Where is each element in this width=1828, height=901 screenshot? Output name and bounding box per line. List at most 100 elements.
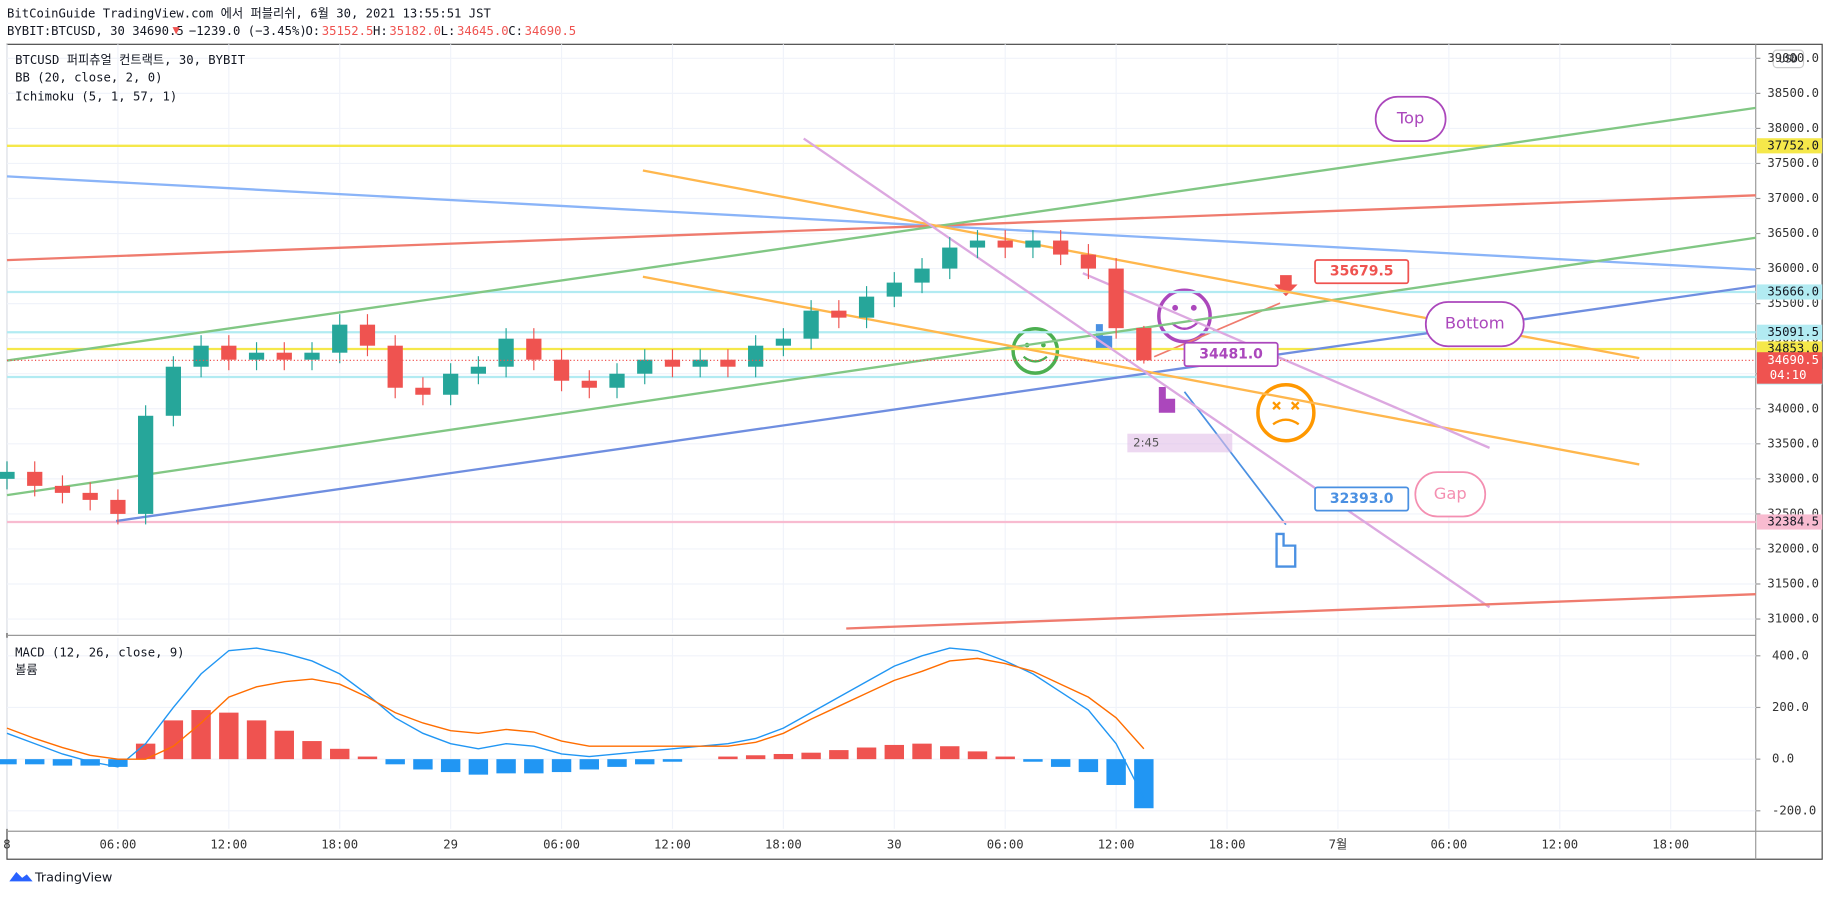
candle-body	[138, 415, 154, 514]
price-level-box	[1756, 284, 1823, 300]
callout-bubble	[1374, 95, 1447, 142]
currency[interactable]: USD	[1779, 53, 1798, 65]
macd-bar	[940, 746, 960, 760]
x-tick-label: 12:00	[1541, 838, 1578, 852]
x-tick-label: 06:00	[987, 838, 1024, 852]
price-level-label: 35091.5	[1767, 325, 1819, 339]
price-level-label: 35666.0	[1767, 285, 1819, 299]
candle-body	[387, 345, 403, 388]
macd-bar	[496, 759, 516, 774]
macd-bar	[413, 759, 433, 770]
callout-label: Gap	[1434, 484, 1467, 503]
macd-bar	[274, 730, 294, 760]
y-tick-label: 39000.0	[1767, 51, 1819, 65]
legend-main: BTCUSD 퍼피츄얼 컨트랙트, 30, BYBIT	[15, 53, 246, 67]
header-value: 34690.5	[525, 24, 577, 38]
candle-body	[858, 296, 875, 318]
macd-bar	[884, 744, 905, 760]
callout-label: 32393.0	[1330, 491, 1394, 507]
y-tick-label: 0.0	[1772, 752, 1794, 766]
header-change: −1239.0 (−3.45%)	[189, 24, 307, 38]
header-symbol: BYBIT:BTCUSD, 30 34690.5	[7, 24, 184, 38]
macd-bar	[52, 759, 73, 766]
header-line: BitCoinGuide TradingView.com 에서 퍼블리쉬, 6월…	[7, 7, 492, 21]
callout-label: 2:45	[1133, 436, 1159, 450]
y-tick-label: 34000.0	[1767, 401, 1819, 415]
candle-body	[1053, 240, 1069, 255]
y-tick-label: 400.0	[1772, 648, 1809, 662]
candle-body	[470, 366, 486, 374]
candle-body	[415, 387, 431, 395]
y-tick-label: 36500.0	[1767, 226, 1819, 240]
x-tick-label: 12:00	[210, 838, 247, 852]
y-tick-label: 36000.0	[1767, 261, 1819, 275]
candle-body	[1108, 268, 1124, 329]
macd-bar	[357, 756, 378, 760]
candle-body	[82, 492, 98, 500]
header-value: 35182.0	[389, 24, 441, 38]
y-tick-label: 37500.0	[1767, 156, 1819, 170]
macd-bar	[246, 720, 267, 760]
macd-bar	[1023, 759, 1043, 762]
candle-body	[304, 352, 320, 360]
header-arrow: ▼	[173, 23, 181, 37]
macd-bar	[330, 748, 350, 760]
candle-body	[359, 324, 376, 346]
candle-body	[0, 471, 15, 479]
macd-bar	[1134, 759, 1154, 809]
callout-box	[1183, 341, 1279, 367]
legend-macd: MACD (12, 26, close, 9)	[15, 645, 184, 659]
candle-body	[110, 499, 126, 514]
x-tick-label: 12:00	[1098, 838, 1135, 852]
y-tick-label: 32000.0	[1767, 541, 1819, 555]
trendline	[6, 194, 1756, 262]
callout-label: 34481.0	[1199, 346, 1263, 362]
y-tick-label: 31000.0	[1767, 612, 1819, 626]
trendline	[803, 137, 1491, 609]
y-tick-label: 200.0	[1772, 700, 1809, 714]
candle-body	[165, 366, 181, 416]
callout-label: Top	[1396, 108, 1425, 127]
candle-body	[664, 359, 681, 367]
signal-line	[6, 657, 1145, 760]
macd-bar	[718, 756, 738, 760]
candle-body	[498, 338, 514, 367]
candle-body	[581, 380, 597, 388]
candle-body	[914, 268, 930, 283]
macd-line	[6, 647, 1145, 799]
candle-body	[221, 345, 237, 360]
x-tick-label: 06:00	[1430, 838, 1467, 852]
macd-bar	[1050, 759, 1071, 767]
macd-bar	[773, 753, 794, 760]
emoji-dizzy	[1256, 382, 1316, 443]
x-tick-label: 18:00	[1209, 838, 1246, 852]
header-key: L:	[441, 24, 456, 38]
macd-bar	[967, 751, 988, 760]
macd-bar	[607, 759, 627, 767]
candle-body	[1136, 327, 1152, 361]
macd-bar	[829, 750, 849, 760]
x-tick-label: 7월	[1329, 838, 1348, 852]
candle-body	[886, 282, 902, 297]
macd-bar	[385, 759, 405, 765]
range-box	[1127, 433, 1233, 453]
legend-volume: 볼륨	[15, 663, 38, 677]
brand-logo	[9, 872, 33, 882]
currency-box[interactable]	[1772, 49, 1805, 69]
hand-icon	[1095, 324, 1297, 568]
macd-bar	[635, 759, 655, 765]
candle-body	[997, 240, 1013, 248]
brand: TradingView	[34, 870, 112, 885]
candle-body	[831, 310, 847, 318]
callout-label: 35679.5	[1330, 264, 1394, 280]
legend-bb: BB (20, close, 2, 0)	[15, 71, 162, 85]
y-tick-label: 38500.0	[1767, 86, 1819, 100]
x-tick-label: 18:00	[1652, 838, 1689, 852]
candle-body	[637, 359, 653, 374]
trendline	[642, 275, 1640, 466]
price-level-box	[1756, 324, 1823, 340]
macd-bar	[856, 747, 877, 760]
y-tick-label: 33000.0	[1767, 471, 1819, 485]
macd-bar	[579, 759, 599, 770]
